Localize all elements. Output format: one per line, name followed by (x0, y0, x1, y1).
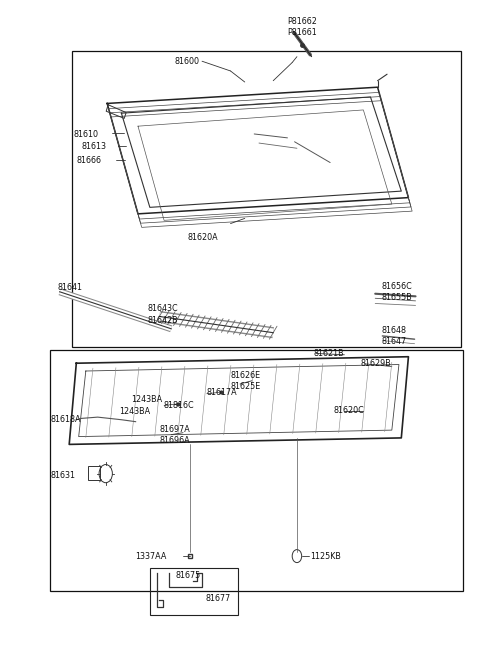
Text: 81626E
81625E: 81626E 81625E (230, 371, 261, 391)
Text: 81666: 81666 (76, 156, 101, 165)
Text: 1243BA: 1243BA (131, 395, 162, 404)
Bar (72, 52, 461, 347)
Text: 81617A: 81617A (207, 388, 238, 397)
Text: 1337AA: 1337AA (136, 552, 167, 561)
Text: 1125KB: 1125KB (310, 552, 341, 561)
Text: 1243BA: 1243BA (119, 407, 150, 417)
Bar (50, 350, 463, 591)
Text: 81677: 81677 (206, 594, 231, 603)
Text: 81631: 81631 (50, 471, 75, 480)
Text: 81613: 81613 (81, 142, 106, 151)
Text: 81621B: 81621B (313, 349, 344, 358)
Text: 81610: 81610 (74, 130, 99, 139)
Text: 81620A: 81620A (188, 233, 218, 242)
Bar (150, 568, 238, 614)
Text: 81600: 81600 (175, 57, 200, 66)
Text: 81643C
81642B: 81643C 81642B (147, 305, 178, 325)
Text: 81816C: 81816C (163, 401, 194, 410)
Text: 81675: 81675 (176, 571, 201, 580)
Text: 81629B: 81629B (361, 359, 392, 367)
Text: 81620C: 81620C (334, 406, 365, 415)
Text: 81641: 81641 (57, 283, 83, 291)
Text: 81648
81647: 81648 81647 (382, 326, 407, 346)
Text: P81662
P81661: P81662 P81661 (288, 17, 317, 37)
Text: 81656C
81655B: 81656C 81655B (382, 282, 412, 303)
Text: 81618A: 81618A (50, 415, 81, 424)
Bar (88, 466, 100, 480)
Text: 81697A
81696A: 81697A 81696A (159, 424, 190, 445)
